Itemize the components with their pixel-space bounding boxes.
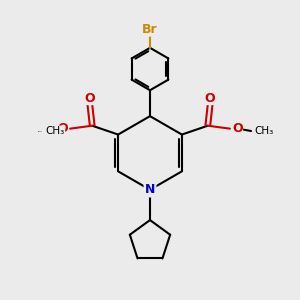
Text: O: O: [205, 92, 215, 104]
Text: CH₃: CH₃: [254, 126, 273, 136]
Text: O: O: [85, 92, 95, 104]
Text: O: O: [58, 122, 68, 135]
Text: O: O: [232, 122, 242, 135]
Text: methyl: methyl: [38, 130, 43, 132]
Text: Br: Br: [142, 23, 158, 36]
Text: N: N: [145, 183, 155, 196]
Text: CH₃: CH₃: [45, 126, 64, 136]
